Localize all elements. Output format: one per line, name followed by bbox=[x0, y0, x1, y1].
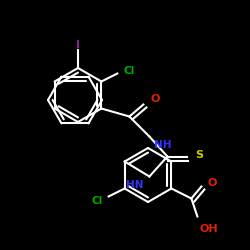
Text: I: I bbox=[76, 40, 80, 50]
Text: NH: NH bbox=[154, 140, 172, 150]
Text: HN: HN bbox=[126, 180, 144, 190]
Text: Cl: Cl bbox=[124, 66, 135, 76]
Text: O: O bbox=[150, 94, 160, 104]
Text: OH: OH bbox=[200, 224, 218, 234]
Text: O: O bbox=[208, 178, 217, 188]
Text: Cl: Cl bbox=[91, 196, 102, 205]
Text: S: S bbox=[196, 150, 203, 160]
